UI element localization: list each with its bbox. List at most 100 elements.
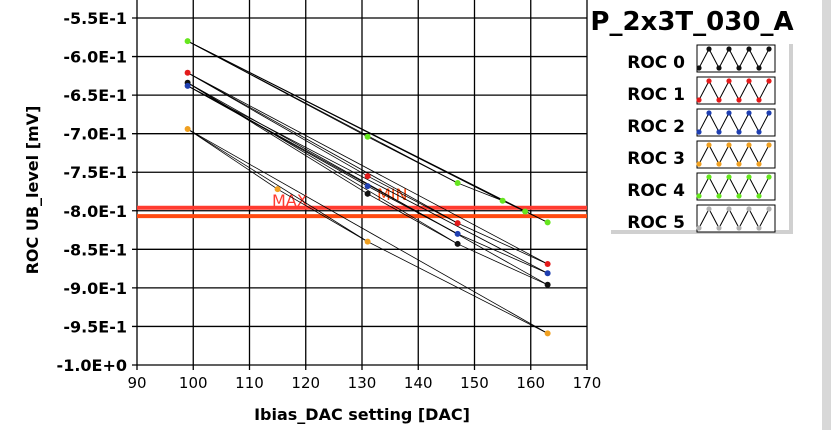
legend-swatch-point <box>716 97 722 103</box>
legend-swatch-line <box>698 207 770 230</box>
data-point-roc-2 <box>364 183 371 190</box>
legend-swatch-point <box>706 142 712 148</box>
x-tick-label: 120 <box>291 374 320 392</box>
series-line-roc-1 <box>187 72 368 177</box>
y-tick-label: -5.5E-1 <box>63 9 127 28</box>
legend-swatch-point <box>706 110 712 116</box>
legend-swatch-point <box>746 110 752 116</box>
data-point-roc-1 <box>454 220 461 227</box>
legend-swatch-point <box>706 206 712 212</box>
legend-swatch-point <box>706 46 712 52</box>
threshold-label-min: MIN <box>377 185 408 204</box>
legend-swatch-point <box>696 129 702 135</box>
legend-swatch-point <box>766 110 772 116</box>
y-tick-label: -1.0E+0 <box>57 356 127 375</box>
y-tick-label: -7.0E-1 <box>63 125 127 144</box>
legend-swatch-point <box>756 65 762 71</box>
legend-swatch-point <box>756 129 762 135</box>
legend-swatch-point <box>716 161 722 167</box>
legend-swatch-point <box>706 78 712 84</box>
legend-swatch-point <box>766 46 772 52</box>
legend-swatch-point <box>736 97 742 103</box>
legend-swatch-point <box>706 174 712 180</box>
series-line-roc-0 <box>367 193 458 245</box>
data-point-roc-4 <box>454 180 461 187</box>
x-tick-label: 100 <box>179 374 208 392</box>
y-tick-labels: -5.5E-1 -6.0E-1 -6.5E-1 -7.0E-1 -7.5E-1 -8.0E… <box>57 9 127 375</box>
data-point-roc-3 <box>184 126 191 133</box>
legend-swatch-point <box>746 142 752 148</box>
legend-swatch-point <box>716 129 722 135</box>
legend-swatch-point <box>746 206 752 212</box>
y-tick-label: -8.0E-1 <box>63 202 127 221</box>
x-tick-label: 140 <box>404 374 433 392</box>
series-line-roc-2 <box>187 85 458 235</box>
legend-swatch-line <box>698 47 770 70</box>
legend-label-roc-1: ROC 1 <box>627 85 685 105</box>
legend-swatch-point <box>736 65 742 71</box>
legend-label-roc-4: ROC 4 <box>627 181 685 201</box>
legend-swatch-point <box>766 206 772 212</box>
legend-swatch-point <box>736 193 742 199</box>
legend-swatch-point <box>696 161 702 167</box>
series-line-roc-0 <box>187 82 368 195</box>
legend-swatch-point <box>726 46 732 52</box>
data-point-roc-0 <box>454 240 461 247</box>
x-tick-label: 160 <box>516 374 545 392</box>
legend-swatch-line <box>698 175 770 198</box>
series-line-roc-1 <box>187 72 548 265</box>
legend-swatch-point <box>756 161 762 167</box>
legend-swatch-point <box>756 97 762 103</box>
series-line-roc-3 <box>187 128 368 242</box>
threshold-label-max: MAX <box>272 191 308 210</box>
y-tick-label: -8.5E-1 <box>63 240 127 259</box>
data-point-roc-2 <box>184 82 191 89</box>
legend-swatch-line <box>698 79 770 102</box>
data-point-roc-4 <box>364 133 371 140</box>
legend-swatch-line <box>698 111 770 134</box>
legend-swatch-point <box>726 110 732 116</box>
data-point-roc-1 <box>544 260 551 267</box>
y-tick-label: -9.5E-1 <box>63 317 127 336</box>
legend-swatch-point <box>716 65 722 71</box>
series-line-roc-1 <box>457 222 548 265</box>
legend-swatch-point <box>726 142 732 148</box>
series-line-roc-3 <box>187 128 548 334</box>
data-point-roc-2 <box>454 230 461 237</box>
series-line-roc-4 <box>187 40 548 223</box>
data-point-roc-0 <box>364 190 371 197</box>
data-point-roc-3 <box>364 238 371 245</box>
legend-swatch-point <box>736 225 742 231</box>
series-line-roc-0 <box>457 243 548 286</box>
x-tick-label: 90 <box>127 374 146 392</box>
data-point-roc-1 <box>364 173 371 180</box>
series-line-roc-2 <box>187 85 548 274</box>
data-point-roc-0 <box>544 281 551 288</box>
x-tick-label: 170 <box>573 374 602 392</box>
y-axis-label: ROC UB_level [mV] <box>23 106 42 275</box>
chart-title: P_2x3T_030_A <box>590 7 793 37</box>
legend-swatch-point <box>696 97 702 103</box>
data-point-roc-4 <box>522 208 529 215</box>
window-edge <box>822 0 831 430</box>
series-line-roc-2 <box>367 185 458 235</box>
legend-swatch-point <box>766 174 772 180</box>
data-point-roc-1 <box>184 69 191 76</box>
legend-swatch-point <box>746 78 752 84</box>
series-line-roc-3 <box>277 188 368 242</box>
x-tick-label: 110 <box>235 374 264 392</box>
legend-swatch-point <box>756 225 762 231</box>
legend-swatch-point <box>696 65 702 71</box>
data-point-roc-3 <box>274 186 281 193</box>
legend-swatch-point <box>756 193 762 199</box>
series-line-roc-1 <box>187 72 458 224</box>
series-line-roc-4 <box>457 182 503 202</box>
legend-swatch-point <box>746 174 752 180</box>
y-tick-label: -6.5E-1 <box>63 86 127 105</box>
legend-swatch-point <box>726 174 732 180</box>
legend-swatch-point <box>726 206 732 212</box>
series-line-roc-4 <box>502 200 526 212</box>
legend-swatch-point <box>716 193 722 199</box>
x-tick-label: 130 <box>348 374 377 392</box>
